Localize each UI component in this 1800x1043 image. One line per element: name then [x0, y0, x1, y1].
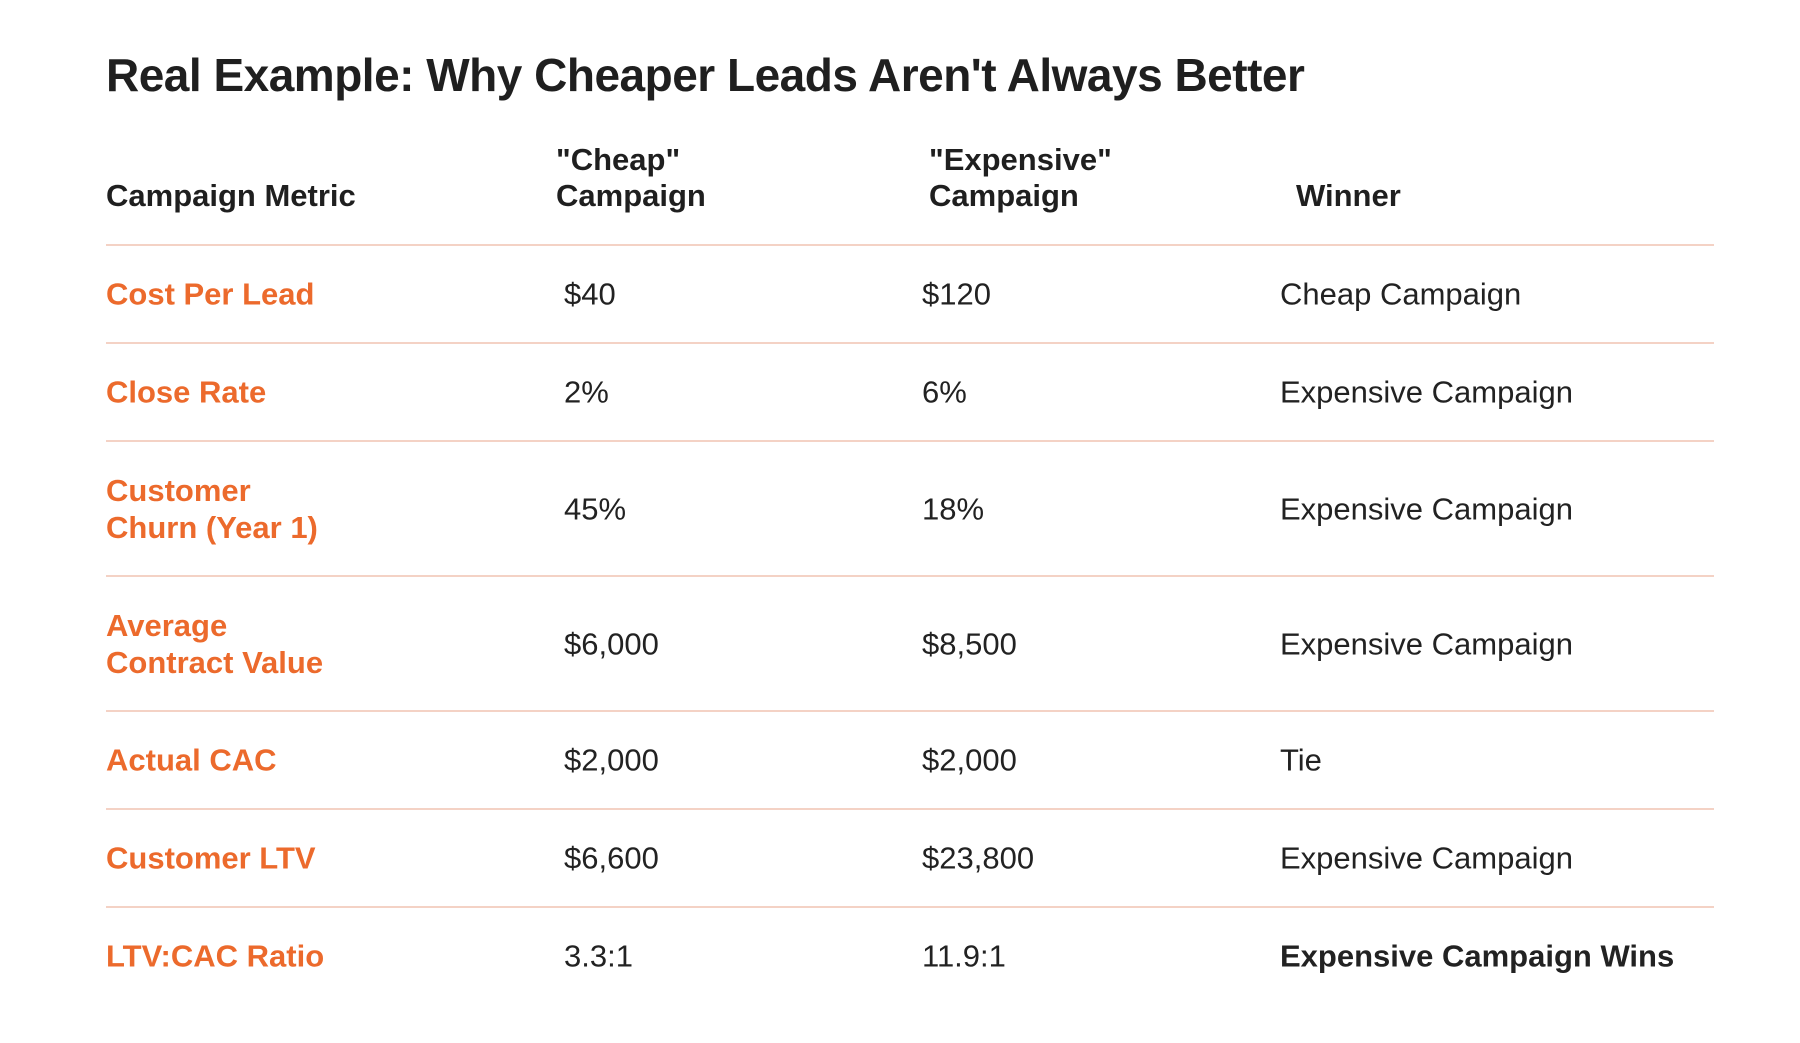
winner-value: Expensive Campaign: [1280, 626, 1573, 661]
metric-label: Close Rate: [106, 374, 266, 411]
winner-value: Expensive Campaign: [1280, 374, 1573, 410]
expensive-value: 6%: [922, 374, 967, 410]
metric-line: Churn (Year 1): [106, 509, 318, 545]
cheap-value: $2,000: [564, 742, 659, 778]
metric-label: Customer Churn (Year 1): [106, 472, 318, 546]
header-line: Campaign: [929, 178, 1079, 213]
metric-label: Customer LTV: [106, 840, 316, 877]
cheap-value: $40: [564, 276, 616, 312]
table-header-row: Campaign Metric "Cheap" Campaign "Expens…: [106, 140, 1714, 246]
winner-value: Expensive Campaign Wins: [1280, 938, 1675, 974]
cheap-value: 2%: [564, 374, 609, 410]
winner-value: Expensive Campaign: [1280, 491, 1573, 526]
metric-label: Actual CAC: [106, 742, 277, 779]
expensive-value: $2,000: [922, 742, 1017, 778]
metric-label: LTV:CAC Ratio: [106, 938, 324, 975]
expensive-value: $23,800: [922, 840, 1035, 876]
comparison-table: Campaign Metric "Cheap" Campaign "Expens…: [106, 140, 1714, 1004]
header-line: Winner: [1296, 178, 1401, 213]
table-row: Close Rate 2% 6% Expensive Campaign: [106, 344, 1714, 442]
page-title: Real Example: Why Cheaper Leads Aren't A…: [106, 49, 1305, 101]
header-line: "Expensive": [929, 142, 1112, 177]
expensive-value: $120: [922, 276, 991, 312]
metric-line: Average: [106, 607, 228, 643]
header-winner: Winner: [1296, 178, 1401, 214]
table-row: Cost Per Lead $40 $120 Cheap Campaign: [106, 246, 1714, 344]
winner-value: Expensive Campaign: [1280, 840, 1573, 876]
metric-line: Contract Value: [106, 644, 324, 680]
table-row: Actual CAC $2,000 $2,000 Tie: [106, 712, 1714, 810]
table-row: Customer Churn (Year 1) 45% 18% Expensiv…: [106, 442, 1714, 577]
header-campaign-metric: Campaign Metric: [106, 178, 356, 214]
cheap-value: $6,600: [564, 840, 659, 876]
header-expensive-campaign: "Expensive" Campaign: [929, 142, 1112, 214]
header-line: Campaign Metric: [106, 178, 356, 213]
metric-line: LTV:CAC Ratio: [106, 938, 325, 974]
header-line: "Cheap": [556, 142, 681, 177]
metric-line: Customer LTV: [106, 840, 316, 876]
expensive-value: $8,500: [922, 626, 1017, 661]
cheap-value: 45%: [564, 491, 627, 526]
expensive-value: 11.9:1: [922, 938, 1006, 974]
table-row: Customer LTV $6,600 $23,800 Expensive Ca…: [106, 810, 1714, 908]
metric-line: Cost Per Lead: [106, 276, 315, 312]
metric-line: Customer: [106, 472, 251, 508]
cheap-value: 3.3:1: [564, 938, 633, 974]
table-row: LTV:CAC Ratio 3.3:1 11.9:1 Expensive Cam…: [106, 908, 1714, 1004]
metric-label: Cost Per Lead: [106, 276, 314, 313]
metric-label: Average Contract Value: [106, 607, 323, 681]
metric-line: Close Rate: [106, 374, 267, 410]
header-cheap-campaign: "Cheap" Campaign: [556, 142, 706, 214]
table-row: Average Contract Value $6,000 $8,500 Exp…: [106, 577, 1714, 712]
header-line: Campaign: [556, 178, 706, 213]
winner-value: Cheap Campaign: [1280, 276, 1522, 312]
metric-line: Actual CAC: [106, 742, 277, 778]
cheap-value: $6,000: [564, 626, 659, 661]
winner-value: Tie: [1280, 742, 1322, 778]
expensive-value: 18%: [922, 491, 985, 526]
